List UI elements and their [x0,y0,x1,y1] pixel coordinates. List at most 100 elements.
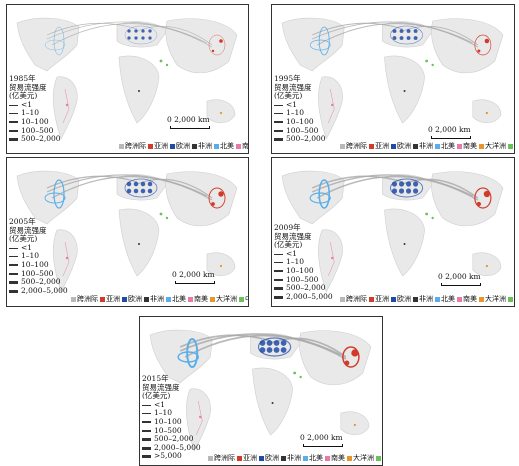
north-america-flow [177,351,199,363]
region-label: 非洲 [419,142,433,150]
legend-range-row: 10–500 [142,426,201,436]
transcontinental-flow [311,22,403,36]
legend-title: 贸易流强度 [9,82,47,92]
legend-title: 贸易流强度 [274,231,312,241]
region-label: 跨洲际 [346,295,367,303]
legend-range-label: <1 [154,399,166,409]
asia-node [211,202,215,206]
africa-landmass [118,208,160,277]
map-panel-1995: 1995年 贸易流强度 (亿美元) <1 1–10 10–100 100–500 500… [271,4,515,154]
legend-line-sample [9,272,18,275]
europe-node [399,36,404,40]
asia-node [476,201,482,207]
legend-range-row: 1–10 [274,258,333,267]
region-swatch [479,296,484,302]
legend-line-sample [9,256,18,258]
legend-line-sample [274,121,283,124]
region-label: 南美 [463,295,477,303]
region-legend-item: 非洲 [413,141,433,151]
region-label: 中东 [382,453,383,463]
region-label: 北美 [309,454,323,462]
europe-node [413,36,418,40]
transcontinental-flow [46,22,138,36]
oceania-node [353,423,356,427]
region-legend-item: 北美 [214,141,234,151]
europe-node [391,188,398,194]
europe-node [273,340,280,346]
legend-range-label: 100–500 [21,268,54,278]
world-map [281,17,504,140]
region-legend-item: 非洲 [413,294,433,304]
region-legend-item: 跨洲际 [340,141,367,151]
region-legend-item: 欧洲 [170,141,190,151]
middle-east-node [431,216,434,220]
europe-flow [390,178,424,198]
asia-node [484,38,490,44]
region-swatch [457,296,462,302]
region-swatch [214,143,219,149]
scale-bar: 0 2,000 km [167,115,210,129]
region-legend-item: 亚洲 [237,453,257,463]
asia-landmass [431,171,504,227]
middle-east-node [299,375,302,379]
region-swatch [391,143,396,149]
europe-node [148,29,152,33]
region-legend-item: 大洋洲 [210,294,237,304]
europe-node [405,181,412,187]
europe-flow [124,178,158,198]
region-legend-item: 大洋洲 [479,141,506,151]
region-legend-item: 欧洲 [259,453,279,463]
region-swatch [303,455,308,461]
europe-node [273,347,280,353]
south-america-landmass [318,76,343,140]
asia-node [344,360,350,366]
transcontinental-flow [51,23,213,48]
north-america-flow [318,179,331,209]
legend-line-sample [142,421,151,424]
south-america-node [199,415,202,419]
europe-node [392,36,397,40]
transcontinental-flow [46,21,208,44]
europe-node [266,347,273,353]
region-swatch [435,296,440,302]
legend-unit: (亿美元) [274,240,303,250]
region-label: 跨洲际 [125,142,146,150]
region-label: 大洋洲 [485,142,506,150]
asia-landmass [299,330,372,386]
africa-landmass [118,55,160,124]
region-swatch [100,296,105,302]
north-america-landmass [281,17,345,72]
asia-flow [342,346,360,368]
legend-range-label: 2,000–5,000 [286,291,333,301]
legend-line-sample [274,278,283,281]
region-legend-item: 欧洲 [391,294,411,304]
region-swatch [237,455,242,461]
europe-node [134,29,138,33]
africa-landmass [252,367,293,436]
africa-node [403,90,406,92]
region-legend-item: 非洲 [192,141,212,151]
europe-node [140,188,146,194]
scale-bar: 0 2,000 km [438,272,481,286]
north-america-flow [44,192,66,204]
legend-line-sample [142,446,151,450]
south-america-node [331,103,334,107]
legend-range-label: 2,000–5,000 [21,285,68,295]
region-legend-item: 大洋洲 [347,453,374,463]
legend-line-sample [274,287,283,290]
transcontinental-flow [136,178,213,199]
region-swatch [391,296,396,302]
flow-legend: 1995年 贸易流强度 (亿美元) <1 1–10 10–100 100–500 500… [274,74,326,144]
region-swatch [369,143,374,149]
legend-line-sample [274,104,283,106]
legend-range-row: <1 [142,399,201,410]
legend-range-label: 100–500 [286,125,319,135]
region-label: 北美 [441,295,455,303]
region-label: 大洋洲 [216,295,237,303]
legend-range-label: 1–10 [286,108,305,118]
south-america-node [331,256,334,260]
region-legend-item: 南美 [457,294,477,304]
region-label: 非洲 [150,295,164,303]
legend-unit: (亿美元) [274,91,303,101]
legend-range-row: 1–10 [9,252,68,261]
